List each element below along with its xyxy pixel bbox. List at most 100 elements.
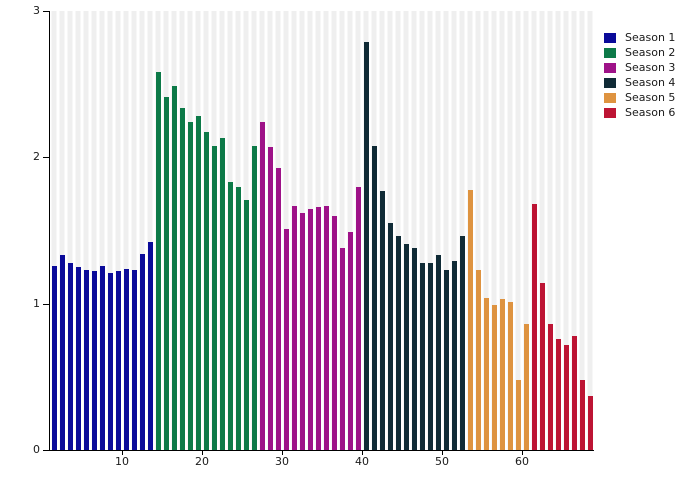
bar-season-2	[219, 138, 225, 450]
bar-season-4	[435, 255, 441, 450]
bar-season-5	[491, 305, 497, 450]
bar-slot	[234, 11, 242, 450]
bar-slot	[330, 11, 338, 450]
bar-slot	[58, 11, 66, 450]
bar-season-5	[483, 297, 489, 450]
bar-season-1	[131, 270, 137, 450]
legend-label: Season 2	[625, 46, 676, 59]
legend-row: Season 6	[604, 105, 675, 120]
bar-slot	[562, 11, 570, 450]
bar-slot	[218, 11, 226, 450]
x-tick-mark	[362, 451, 363, 455]
bar-slot	[514, 11, 522, 450]
bar-slot	[66, 11, 74, 450]
legend-swatch-icon	[604, 107, 616, 118]
bar-season-2	[195, 116, 201, 450]
bar-slot	[490, 11, 498, 450]
bar-slot	[274, 11, 282, 450]
bar-slot	[290, 11, 298, 450]
x-tick-mark	[522, 451, 523, 455]
legend-swatch-icon	[604, 77, 616, 88]
bar-season-3	[339, 248, 345, 450]
y-tick-label: 0	[33, 443, 40, 456]
bars-layer	[50, 11, 594, 450]
bar-slot	[322, 11, 330, 450]
bar-season-3	[323, 205, 329, 450]
bar-season-2	[203, 132, 209, 450]
bar-season-6	[555, 338, 561, 450]
legend-row: Season 2	[604, 45, 675, 60]
bar-season-4	[379, 191, 385, 450]
x-tick-mark	[202, 451, 203, 455]
bar-slot	[98, 11, 106, 450]
bar-slot	[346, 11, 354, 450]
legend-swatch-icon	[604, 92, 616, 103]
bar-slot	[162, 11, 170, 450]
bar-slot	[498, 11, 506, 450]
bar-season-1	[75, 267, 81, 450]
bar-slot	[410, 11, 418, 450]
bar-slot	[522, 11, 530, 450]
bar-season-2	[211, 145, 217, 450]
bar-season-1	[139, 253, 145, 450]
bar-season-4	[459, 236, 465, 450]
bar-season-3	[291, 205, 297, 450]
legend-row: Season 4	[604, 75, 675, 90]
bar-slot	[298, 11, 306, 450]
bar-slot	[450, 11, 458, 450]
bar-slot	[146, 11, 154, 450]
bar-slot	[282, 11, 290, 450]
x-tick-mark	[442, 451, 443, 455]
bar-slot	[194, 11, 202, 450]
bar-slot	[138, 11, 146, 450]
bar-season-2	[179, 107, 185, 450]
bar-slot	[50, 11, 58, 450]
bar-season-2	[171, 85, 177, 450]
bar-season-4	[387, 223, 393, 450]
bar-slot	[130, 11, 138, 450]
legend-row: Season 3	[604, 60, 675, 75]
bar-slot	[538, 11, 546, 450]
bar-slot	[258, 11, 266, 450]
bar-season-3	[267, 147, 273, 450]
bar-slot	[338, 11, 346, 450]
plot-area	[49, 11, 594, 451]
bar-season-6	[539, 283, 545, 450]
bar-slot	[554, 11, 562, 450]
bar-slot	[482, 11, 490, 450]
bar-season-6	[531, 204, 537, 450]
x-tick-mark	[122, 451, 123, 455]
bar-slot	[578, 11, 586, 450]
bar-season-4	[403, 243, 409, 450]
legend-swatch-icon	[604, 32, 616, 43]
legend-row: Season 5	[604, 90, 675, 105]
bar-season-5	[475, 270, 481, 450]
bar-slot	[362, 11, 370, 450]
bar-slot	[570, 11, 578, 450]
bar-slot	[354, 11, 362, 450]
bar-slot	[90, 11, 98, 450]
bar-slot	[418, 11, 426, 450]
x-tick-label: 10	[115, 455, 129, 468]
bar-slot	[434, 11, 442, 450]
bar-slot	[314, 11, 322, 450]
x-tick-label: 60	[515, 455, 529, 468]
bar-season-1	[59, 255, 65, 450]
bar-season-4	[451, 261, 457, 450]
bar-season-4	[363, 41, 369, 450]
bar-season-2	[163, 97, 169, 450]
bar-season-2	[227, 182, 233, 450]
bar-season-6	[547, 324, 553, 450]
bar-season-1	[67, 262, 73, 450]
bar-season-5	[507, 302, 513, 450]
bar-slot	[106, 11, 114, 450]
y-tick-mark	[43, 450, 49, 451]
bar-season-1	[107, 272, 113, 450]
bar-slot	[178, 11, 186, 450]
bar-slot	[402, 11, 410, 450]
bar-slot	[506, 11, 514, 450]
bar-slot	[242, 11, 250, 450]
x-tick-mark	[282, 451, 283, 455]
bar-slot	[266, 11, 274, 450]
